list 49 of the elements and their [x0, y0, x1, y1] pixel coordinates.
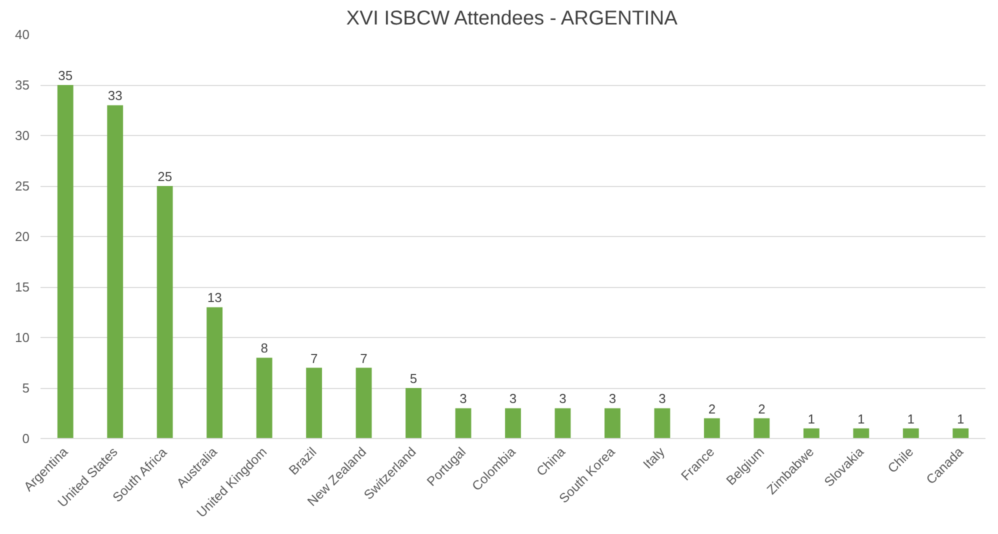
data-label: 3: [509, 391, 517, 406]
bar: [57, 85, 74, 438]
bar: [754, 418, 770, 438]
data-label: 1: [957, 411, 964, 426]
bar: [902, 428, 919, 438]
bar: [156, 186, 173, 438]
bar: [604, 408, 620, 438]
data-label: 8: [260, 340, 268, 356]
data-label: 3: [460, 391, 467, 406]
data-label: 25: [158, 169, 172, 184]
bar: [803, 428, 820, 438]
bar: [356, 368, 372, 438]
y-tick-label: 15: [15, 280, 30, 294]
data-label: 33: [108, 88, 122, 104]
data-label: 1: [858, 411, 865, 426]
y-tick-label: 40: [15, 27, 30, 42]
y-tick-label: 25: [15, 178, 30, 194]
bar: [455, 408, 472, 438]
data-label: 5: [410, 371, 418, 386]
chart-title: XVI ISBCW Attendees - ARGENTINA: [346, 8, 678, 30]
y-tick-label: 35: [15, 78, 30, 92]
bar: [107, 105, 124, 438]
data-label: 1: [907, 411, 915, 426]
bar: [853, 428, 870, 438]
y-tick-label: 0: [22, 431, 30, 446]
data-label: 13: [207, 290, 222, 306]
data-label: 35: [58, 68, 73, 83]
x-tick-label: Italy: [640, 444, 668, 472]
data-label: 7: [310, 350, 318, 366]
bar: [505, 408, 521, 438]
data-label: 7: [360, 350, 368, 366]
bar: [206, 307, 223, 438]
y-tick-label: 20: [15, 229, 30, 244]
data-label: 3: [559, 391, 566, 406]
bar: [256, 358, 272, 438]
bar: [306, 368, 322, 438]
data-label: 2: [758, 401, 766, 416]
y-tick-label: 10: [15, 330, 30, 345]
data-label: 3: [608, 391, 616, 406]
data-label: 2: [708, 401, 716, 416]
bar: [406, 388, 422, 438]
bar: [952, 428, 969, 438]
bar: [704, 418, 720, 438]
data-label: 3: [658, 391, 666, 406]
y-tick-label: 30: [15, 128, 30, 143]
y-tick-label: 5: [22, 380, 30, 396]
data-label: 1: [808, 411, 816, 426]
bar: [654, 408, 670, 438]
bar: [554, 408, 571, 438]
